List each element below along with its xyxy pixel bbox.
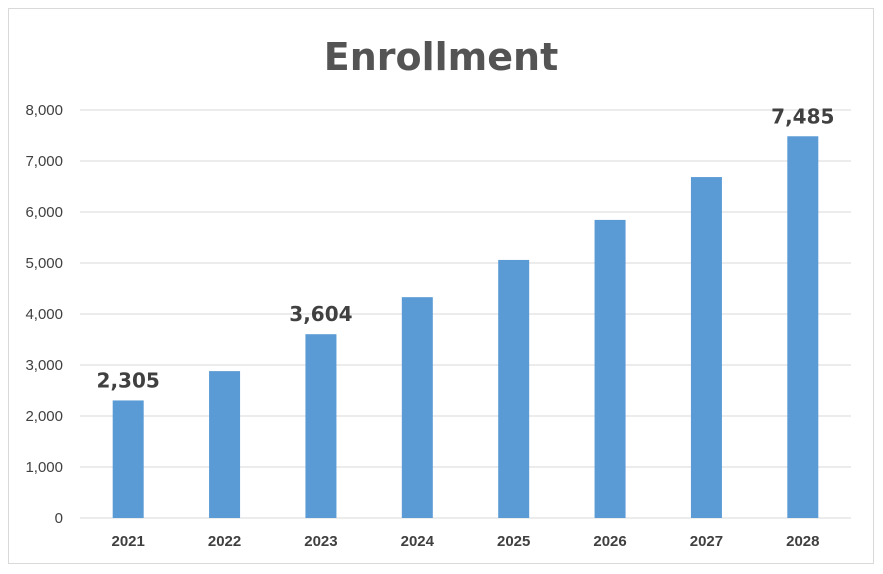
chart-title: Enrollment <box>324 35 559 79</box>
y-tick-label: 0 <box>55 510 63 527</box>
data-label-2023: 3,604 <box>289 302 352 326</box>
bar-2028 <box>787 136 819 518</box>
y-tick-label: 8,000 <box>25 102 63 119</box>
y-tick-label: 7,000 <box>25 153 63 170</box>
bar-2024 <box>401 297 433 518</box>
data-label-2021: 2,305 <box>97 368 160 392</box>
gridlines <box>80 109 851 519</box>
data-labels: 2,305 3,604 7,485 <box>97 104 835 392</box>
y-tick-label: 5,000 <box>25 255 63 272</box>
x-tick-label: 2025 <box>497 533 530 550</box>
bar-2021 <box>112 400 144 518</box>
x-tick-label: 2021 <box>112 533 145 550</box>
bars <box>112 136 819 518</box>
y-tick-label: 1,000 <box>25 459 63 476</box>
bar-2026 <box>594 219 626 518</box>
bar-2027 <box>690 177 722 518</box>
x-tick-label: 2028 <box>786 533 819 550</box>
chart-frame <box>8 8 874 564</box>
y-tick-label: 2,000 <box>25 408 63 425</box>
y-tick-label: 3,000 <box>25 357 63 374</box>
x-tick-label: 2022 <box>208 533 241 550</box>
x-tick-label: 2023 <box>304 533 337 550</box>
y-axis-tick-labels: 0 1,000 2,000 3,000 4,000 5,000 6,000 7,000 8,00… <box>25 102 63 527</box>
x-tick-label: 2024 <box>401 533 435 550</box>
x-tick-label: 2027 <box>690 533 723 550</box>
bar-2022 <box>209 371 241 518</box>
data-label-2028: 7,485 <box>771 104 834 128</box>
y-tick-label: 4,000 <box>25 306 63 323</box>
bar-2025 <box>498 259 530 518</box>
y-tick-label: 6,000 <box>25 204 63 221</box>
bar-2023 <box>305 334 337 518</box>
x-tick-label: 2026 <box>593 533 626 550</box>
x-axis-tick-labels: 2021 2022 2023 2024 2025 2026 2027 2028 <box>112 533 820 550</box>
